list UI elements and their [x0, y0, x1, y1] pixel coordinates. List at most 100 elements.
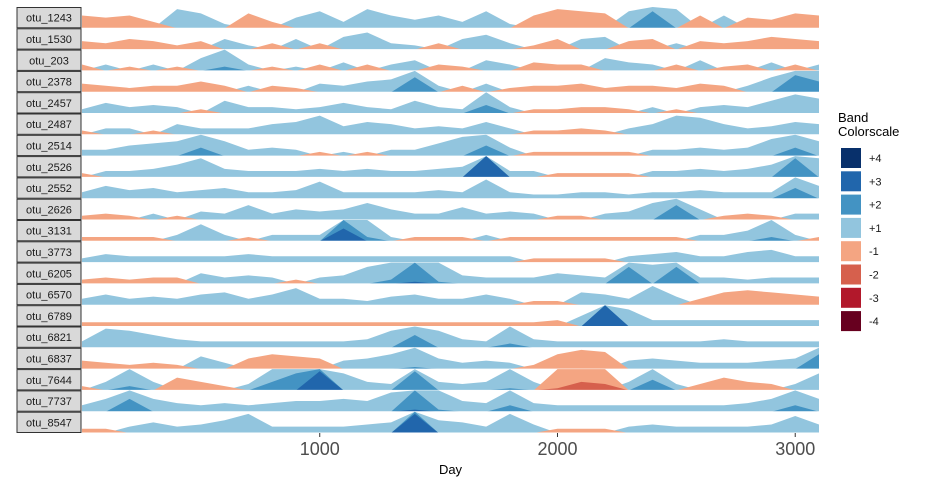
strip-label-text: otu_2487: [26, 119, 72, 131]
legend-swatch: [841, 311, 861, 332]
otu_2526-pos-band-1: [82, 156, 819, 178]
otu_203-neg-band-1: [82, 62, 819, 71]
series-row-otu_7737: [82, 390, 819, 413]
otu_6205-pos-band-2: [82, 262, 819, 284]
strip-label-text: otu_8547: [26, 417, 72, 429]
series-row-otu_7644: [82, 369, 819, 391]
horizon-panels: [82, 7, 819, 433]
legend-item: +1: [841, 217, 882, 238]
strip-otu_1530: otu_1530: [16, 28, 82, 50]
otu_2487-pos-band-1: [82, 115, 819, 135]
strip-background: [16, 92, 82, 114]
legend-item: -2: [841, 264, 879, 285]
otu_2457-neg-band-1: [82, 107, 819, 114]
series-row-otu_6570: [82, 283, 819, 306]
series-row-otu_6837: [82, 347, 819, 370]
strip-label-text: otu_3773: [26, 247, 72, 259]
strip-otu_1243: otu_1243: [16, 7, 82, 29]
strip-otu_3773: otu_3773: [16, 241, 82, 263]
otu_2552-pos-band-1: [82, 177, 819, 199]
x-axis: 1000 2000 3000: [300, 433, 815, 459]
strip-label-text: otu_2514: [26, 140, 72, 152]
strip-otu_2552: otu_2552: [16, 177, 82, 199]
otu_2626-pos-band-1: [82, 198, 819, 220]
series-row-otu_1243: [82, 7, 819, 29]
series-row-otu_2378: [82, 70, 819, 93]
otu_6789-neg-band-1: [82, 320, 819, 327]
strip-label-text: otu_203: [29, 55, 69, 67]
legend-swatch: [841, 148, 861, 168]
strip-background: [16, 305, 82, 327]
strip-background: [16, 7, 82, 29]
otu_6205-neg-band-1: [82, 277, 819, 284]
otu_1243-neg-band-1: [82, 9, 819, 29]
strip-otu_2378: otu_2378: [16, 70, 82, 93]
strip-background: [16, 283, 82, 306]
otu_2626-pos-band-2: [82, 205, 819, 220]
x-axis-title: Day: [439, 462, 463, 477]
otu_6837-neg-band-1: [82, 349, 819, 370]
strip-label-text: otu_1530: [26, 34, 72, 46]
strip-background: [16, 262, 82, 284]
strip-otu_6837: otu_6837: [16, 347, 82, 370]
otu_2457-pos-band-1: [82, 92, 819, 114]
otu_2626-neg-band-1: [82, 213, 819, 220]
legend-item: +4: [841, 148, 882, 168]
otu_7644-neg-band-1: [82, 369, 819, 391]
series-row-otu_6205: [82, 262, 819, 285]
legend-label: +4: [869, 153, 882, 165]
legend-label: -1: [869, 246, 879, 258]
strip-background: [16, 347, 82, 370]
legend-label: -3: [869, 293, 879, 305]
strip-label-text: otu_6570: [26, 290, 72, 302]
strip-otu_6205: otu_6205: [16, 262, 82, 284]
otu_3131-neg-band-1: [82, 237, 819, 242]
legend-swatch: [841, 171, 861, 192]
x-tick-label: 1000: [300, 439, 340, 459]
series-row-otu_6789: [82, 305, 819, 327]
legend-swatch: [841, 217, 861, 238]
otu_1530-pos-band-1: [82, 32, 819, 50]
strip-otu_7737: otu_7737: [16, 390, 82, 412]
strip-background: [16, 198, 82, 220]
otu_7737-pos-band-1: [82, 390, 819, 412]
strip-label-text: otu_7644: [26, 375, 72, 387]
otu_6570-pos-band-1: [82, 286, 819, 306]
legend-item: +3: [841, 171, 882, 192]
strip-background: [16, 134, 82, 157]
series-row-otu_203: [82, 49, 819, 72]
strip-background: [16, 390, 82, 412]
x-tick-label: 2000: [537, 439, 577, 459]
strip-background: [16, 156, 82, 178]
series-row-otu_2526: [82, 156, 819, 178]
strip-background: [16, 113, 82, 135]
otu_6570-neg-band-1: [82, 290, 819, 306]
otu_1243-pos-band-1: [82, 7, 819, 29]
series-row-otu_3773: [82, 241, 819, 264]
strip-background: [16, 241, 82, 263]
otu_3773-pos-band-1: [82, 249, 819, 263]
series-row-otu_2514: [82, 134, 819, 157]
strip-otu_2457: otu_2457: [16, 92, 82, 114]
otu_2514-pos-band-1: [82, 134, 819, 157]
strip-background: [16, 369, 82, 391]
strip-background: [16, 49, 82, 71]
series-row-otu_2626: [82, 198, 819, 221]
otu_2378-neg-band-1: [82, 81, 819, 93]
strip-label-text: otu_2552: [26, 183, 72, 195]
strip-otu_6570: otu_6570: [16, 283, 82, 306]
series-row-otu_1530: [82, 28, 819, 51]
x-tick-label: 3000: [775, 439, 815, 459]
otu_8547-pos-band-1: [82, 411, 819, 433]
legend-swatch: [841, 241, 861, 262]
strip-label-text: otu_6789: [26, 311, 72, 323]
legend-label: +1: [869, 223, 882, 235]
strip-otu_2526: otu_2526: [16, 156, 82, 178]
legend-item: -3: [841, 287, 879, 308]
strip-otu_6789: otu_6789: [16, 305, 82, 327]
strip-label-text: otu_2526: [26, 162, 72, 174]
strip-otu_2626: otu_2626: [16, 198, 82, 220]
strip-background: [16, 220, 82, 242]
series-row-otu_2487: [82, 113, 819, 136]
